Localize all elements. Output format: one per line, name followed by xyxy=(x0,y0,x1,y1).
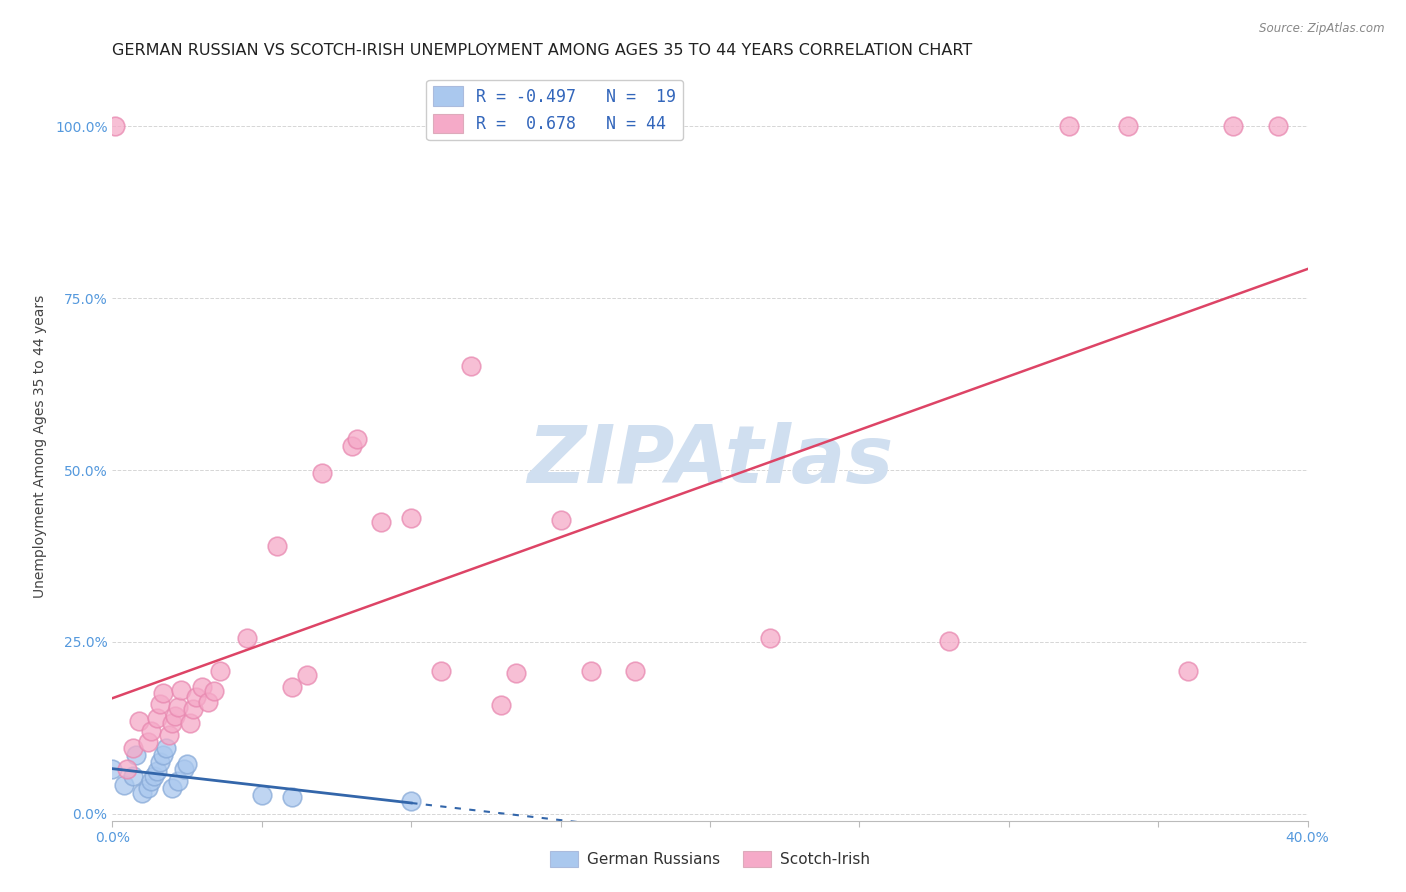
Point xyxy=(401,511,423,525)
Point xyxy=(1222,120,1244,134)
Text: Source: ZipAtlas.com: Source: ZipAtlas.com xyxy=(1260,22,1385,36)
Point xyxy=(176,757,198,772)
Point xyxy=(141,773,163,788)
Point xyxy=(141,724,163,739)
Point xyxy=(281,680,304,694)
Point xyxy=(340,439,363,453)
Point xyxy=(191,680,214,694)
Point xyxy=(179,716,201,731)
Point xyxy=(152,748,174,763)
Point xyxy=(149,697,172,711)
Point xyxy=(460,359,482,373)
Point xyxy=(167,773,190,788)
Point xyxy=(197,695,219,709)
Point xyxy=(938,633,960,648)
Point xyxy=(759,632,782,646)
Point xyxy=(209,664,232,678)
Point xyxy=(1267,120,1289,134)
Point xyxy=(346,432,368,446)
Point xyxy=(550,512,572,526)
Point xyxy=(146,710,169,724)
Point xyxy=(162,716,183,731)
Point xyxy=(173,762,195,776)
Point xyxy=(1177,664,1199,678)
Point xyxy=(311,467,333,481)
Point xyxy=(281,789,304,804)
Point xyxy=(165,709,187,723)
Point xyxy=(430,664,453,678)
Point xyxy=(1057,120,1080,134)
Point xyxy=(167,700,190,714)
Point xyxy=(505,665,527,680)
Legend: German Russians, Scotch-Irish: German Russians, Scotch-Irish xyxy=(544,845,876,873)
Point xyxy=(149,755,172,769)
Point xyxy=(101,762,124,776)
Text: GERMAN RUSSIAN VS SCOTCH-IRISH UNEMPLOYMENT AMONG AGES 35 TO 44 YEARS CORRELATIO: GERMAN RUSSIAN VS SCOTCH-IRISH UNEMPLOYM… xyxy=(112,43,973,58)
Point xyxy=(370,515,392,529)
Point xyxy=(117,762,139,776)
Point xyxy=(125,748,148,763)
Point xyxy=(128,714,150,728)
Point xyxy=(250,788,273,802)
Point xyxy=(401,794,423,808)
Point xyxy=(122,741,145,756)
Point xyxy=(138,734,160,748)
Point xyxy=(236,632,259,646)
Point xyxy=(266,539,288,553)
Point xyxy=(131,786,153,800)
Point xyxy=(138,780,160,795)
Point xyxy=(579,664,602,678)
Point xyxy=(104,120,127,134)
Point xyxy=(162,780,183,795)
Point xyxy=(155,741,177,756)
Point xyxy=(202,684,225,698)
Point xyxy=(181,702,204,716)
Point xyxy=(157,728,180,742)
Point xyxy=(1118,120,1140,134)
Y-axis label: Unemployment Among Ages 35 to 44 years: Unemployment Among Ages 35 to 44 years xyxy=(32,294,46,598)
Point xyxy=(186,690,208,704)
Point xyxy=(143,769,166,783)
Point xyxy=(146,764,169,779)
Point xyxy=(295,668,318,682)
Point xyxy=(170,683,193,698)
Point xyxy=(152,686,174,700)
Point xyxy=(489,698,512,713)
Point xyxy=(624,664,647,678)
Point xyxy=(122,769,145,783)
Point xyxy=(114,778,135,792)
Text: ZIPAtlas: ZIPAtlas xyxy=(527,422,893,500)
